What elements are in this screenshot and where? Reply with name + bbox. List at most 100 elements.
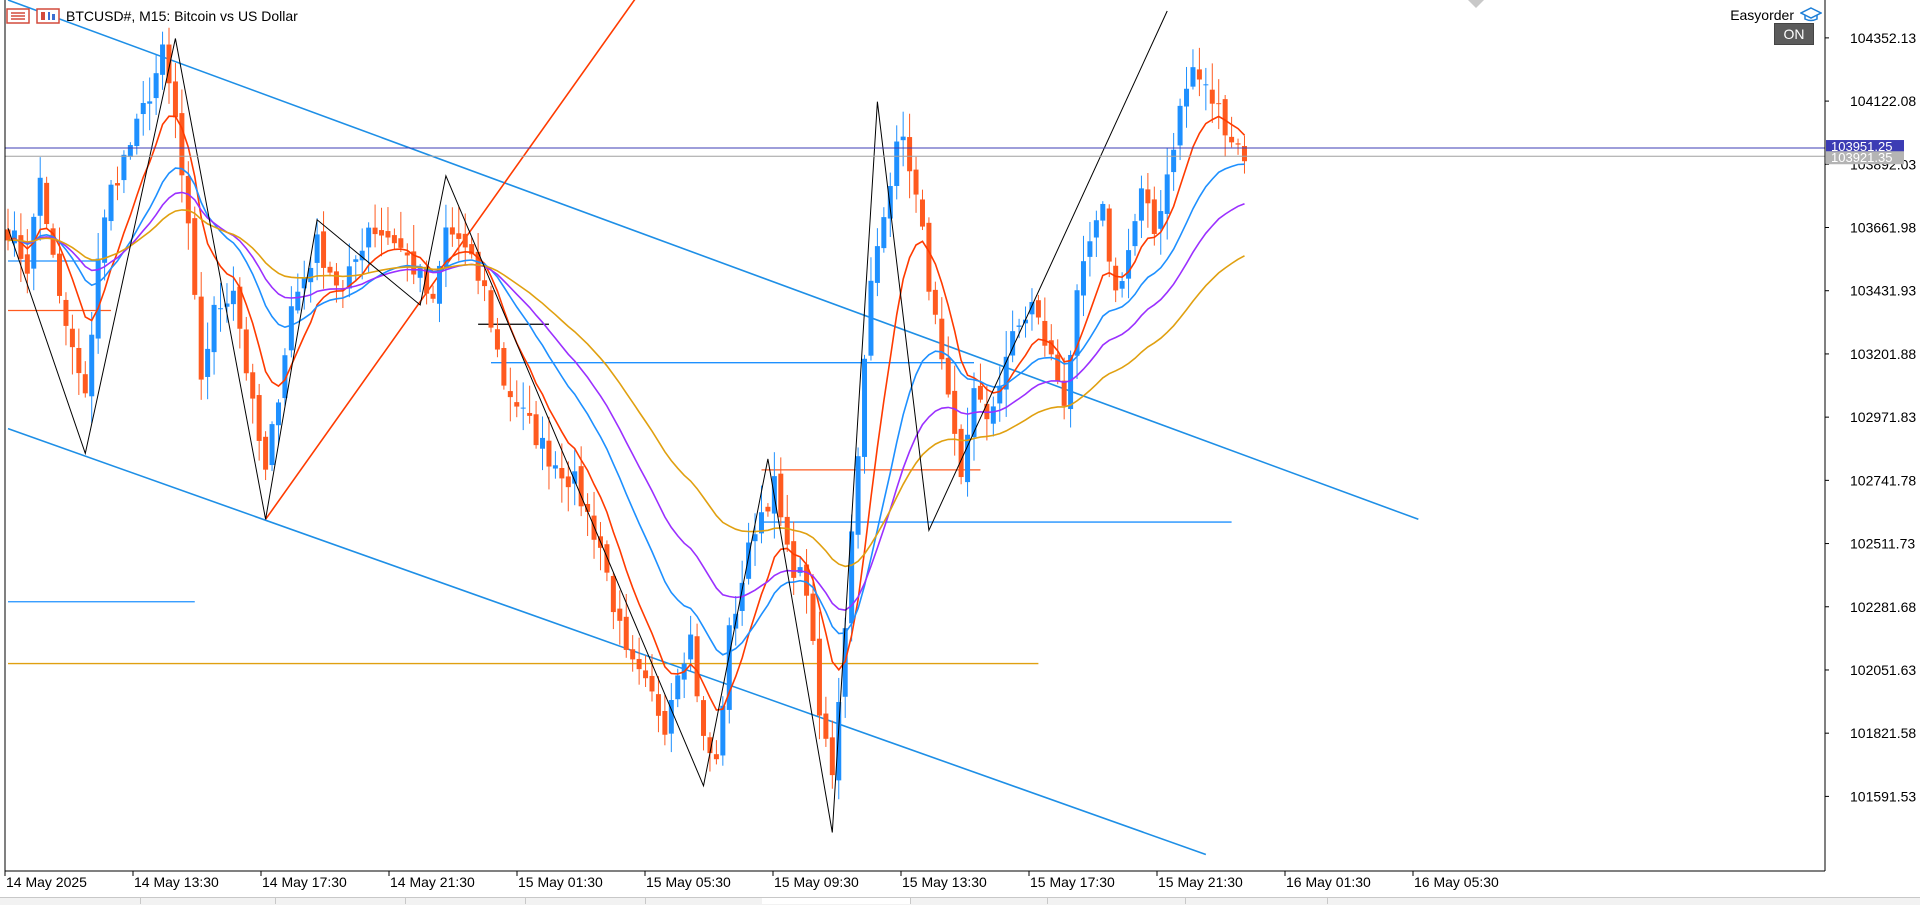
time-tick-label: 15 May 01:30: [518, 874, 603, 890]
candle-body: [810, 593, 816, 641]
chart-tab[interactable]: [1185, 898, 1328, 904]
bid-ask-lines: [5, 147, 1825, 157]
candle-body: [668, 700, 674, 734]
chart-header: BTCUSD#, M15: Bitcoin vs US Dollar: [6, 6, 298, 26]
candle-body: [1023, 319, 1029, 324]
candle: [327, 261, 333, 277]
candle-body: [1055, 354, 1061, 382]
candle: [1100, 201, 1106, 227]
chart-tab[interactable]: [275, 898, 406, 904]
candle-body: [662, 711, 668, 735]
candle-body: [76, 347, 82, 374]
candle-body: [758, 512, 764, 534]
candle: [1042, 297, 1048, 357]
candle: [559, 443, 565, 503]
candle: [469, 237, 475, 259]
candle-body: [1048, 340, 1054, 355]
candle-body: [1132, 221, 1138, 247]
candle: [939, 297, 945, 370]
candle: [900, 111, 906, 167]
candle: [192, 206, 198, 300]
candle-body: [134, 118, 140, 146]
time-tick-label: 15 May 17:30: [1030, 874, 1115, 890]
bid-price-label: 103951.25: [1831, 139, 1892, 154]
time-tick-label: 16 May 01:30: [1286, 874, 1371, 890]
candle: [913, 156, 919, 213]
candle-body: [494, 329, 500, 350]
price-tick-label: 102051.63: [1850, 662, 1916, 678]
candle: [1216, 79, 1222, 130]
price-tick-label: 101821.58: [1850, 725, 1916, 741]
candle-body: [295, 291, 301, 311]
candle: [482, 267, 488, 302]
candle-body: [1126, 250, 1132, 279]
candle-body: [713, 754, 719, 760]
candle: [849, 514, 855, 642]
candle-body: [1074, 290, 1080, 356]
chart-tab[interactable]: [140, 898, 276, 904]
candle-body: [855, 456, 861, 535]
candle: [63, 292, 69, 346]
expert-status-badge[interactable]: ON: [1774, 23, 1814, 45]
candle-body: [1216, 103, 1222, 105]
candle: [585, 493, 591, 537]
candle-body: [385, 231, 391, 238]
candle-body: [198, 296, 204, 380]
chart-tab[interactable]: [525, 898, 646, 904]
time-tick-label: 14 May 2025: [6, 874, 87, 890]
candle: [340, 279, 346, 309]
candle: [449, 207, 455, 247]
candle: [1203, 67, 1209, 111]
candle-body: [82, 374, 88, 394]
chart-tab[interactable]: [910, 898, 1048, 904]
time-tick-label: 15 May 13:30: [902, 874, 987, 890]
candle: [430, 285, 436, 303]
candle: [623, 593, 629, 658]
candle: [527, 385, 533, 424]
candle: [114, 166, 120, 201]
menu-icon[interactable]: [6, 8, 30, 24]
chart-tab[interactable]: [1047, 898, 1186, 904]
time-tick-label: 14 May 17:30: [262, 874, 347, 890]
candle-body: [301, 278, 307, 289]
candle: [630, 635, 636, 672]
candle-body: [95, 258, 101, 339]
moving-average-9: [7, 115, 1246, 711]
moving-average-55: [7, 209, 1245, 568]
candle-body: [1145, 189, 1151, 204]
candle-body: [449, 227, 455, 235]
candle-body: [630, 649, 636, 660]
candle: [488, 285, 494, 333]
channel-lower-line: [7, 427, 1207, 856]
chart-tab[interactable]: [0, 898, 141, 904]
chart-tab-active[interactable]: [762, 898, 911, 904]
candle-body: [140, 102, 146, 115]
candle: [295, 273, 301, 314]
candle-body: [475, 251, 481, 281]
candle-body: [778, 473, 784, 518]
chart-tab[interactable]: [645, 898, 763, 904]
candle: [984, 385, 990, 441]
candle-body: [1042, 320, 1048, 346]
candle: [69, 314, 75, 375]
candle-body: [89, 334, 95, 397]
candle: [1055, 339, 1061, 385]
candle-body: [1113, 265, 1119, 291]
candle: [256, 383, 262, 461]
candle-body: [559, 467, 565, 479]
candle: [726, 617, 732, 724]
candle-body: [784, 516, 790, 545]
candle: [816, 611, 822, 740]
expert-advisor[interactable]: Easyorder: [1730, 7, 1822, 23]
candle-body: [1203, 84, 1209, 86]
chart-tab[interactable]: [405, 898, 526, 904]
candle-body: [359, 250, 365, 261]
candle-body: [546, 440, 552, 467]
axes: 104352.13104122.08103892.03103661.981034…: [4, 0, 1916, 890]
candle-body: [1151, 199, 1157, 234]
candle-body: [1209, 89, 1215, 104]
candle: [321, 211, 327, 289]
candle-body: [932, 289, 938, 315]
symbols-icon[interactable]: [36, 8, 60, 24]
